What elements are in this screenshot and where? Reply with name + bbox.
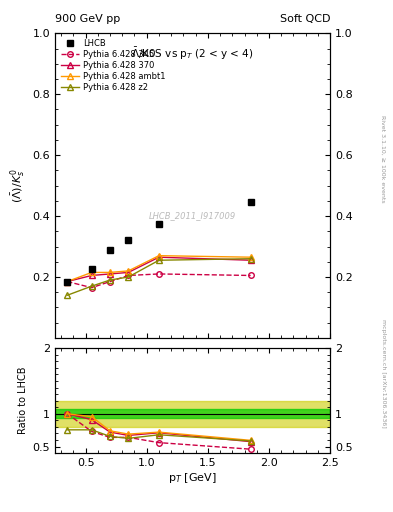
X-axis label: p$_T$ [GeV]: p$_T$ [GeV] (168, 471, 217, 485)
Bar (55, 409, 330, 418)
Text: mcplots.cern.ch [arXiv:1306.3436]: mcplots.cern.ch [arXiv:1306.3436] (381, 319, 386, 428)
Text: Soft QCD: Soft QCD (280, 14, 330, 24)
Y-axis label: $\bar{(\Lambda)}/K^0_s$: $\bar{(\Lambda)}/K^0_s$ (9, 168, 28, 203)
Bar (55, 400, 330, 427)
Text: LHCB_2011_I917009: LHCB_2011_I917009 (149, 211, 236, 221)
Text: Rivet 3.1.10, ≥ 100k events: Rivet 3.1.10, ≥ 100k events (381, 115, 386, 203)
Text: 900 GeV pp: 900 GeV pp (55, 14, 120, 24)
Text: $\bar{\Lambda}$/K0S vs p$_T$ (2 < y < 4): $\bar{\Lambda}$/K0S vs p$_T$ (2 < y < 4) (131, 46, 254, 61)
Y-axis label: Ratio to LHCB: Ratio to LHCB (18, 367, 28, 434)
Legend: LHCB, Pythia 6.428 345, Pythia 6.428 370, Pythia 6.428 ambt1, Pythia 6.428 z2: LHCB, Pythia 6.428 345, Pythia 6.428 370… (59, 37, 167, 94)
